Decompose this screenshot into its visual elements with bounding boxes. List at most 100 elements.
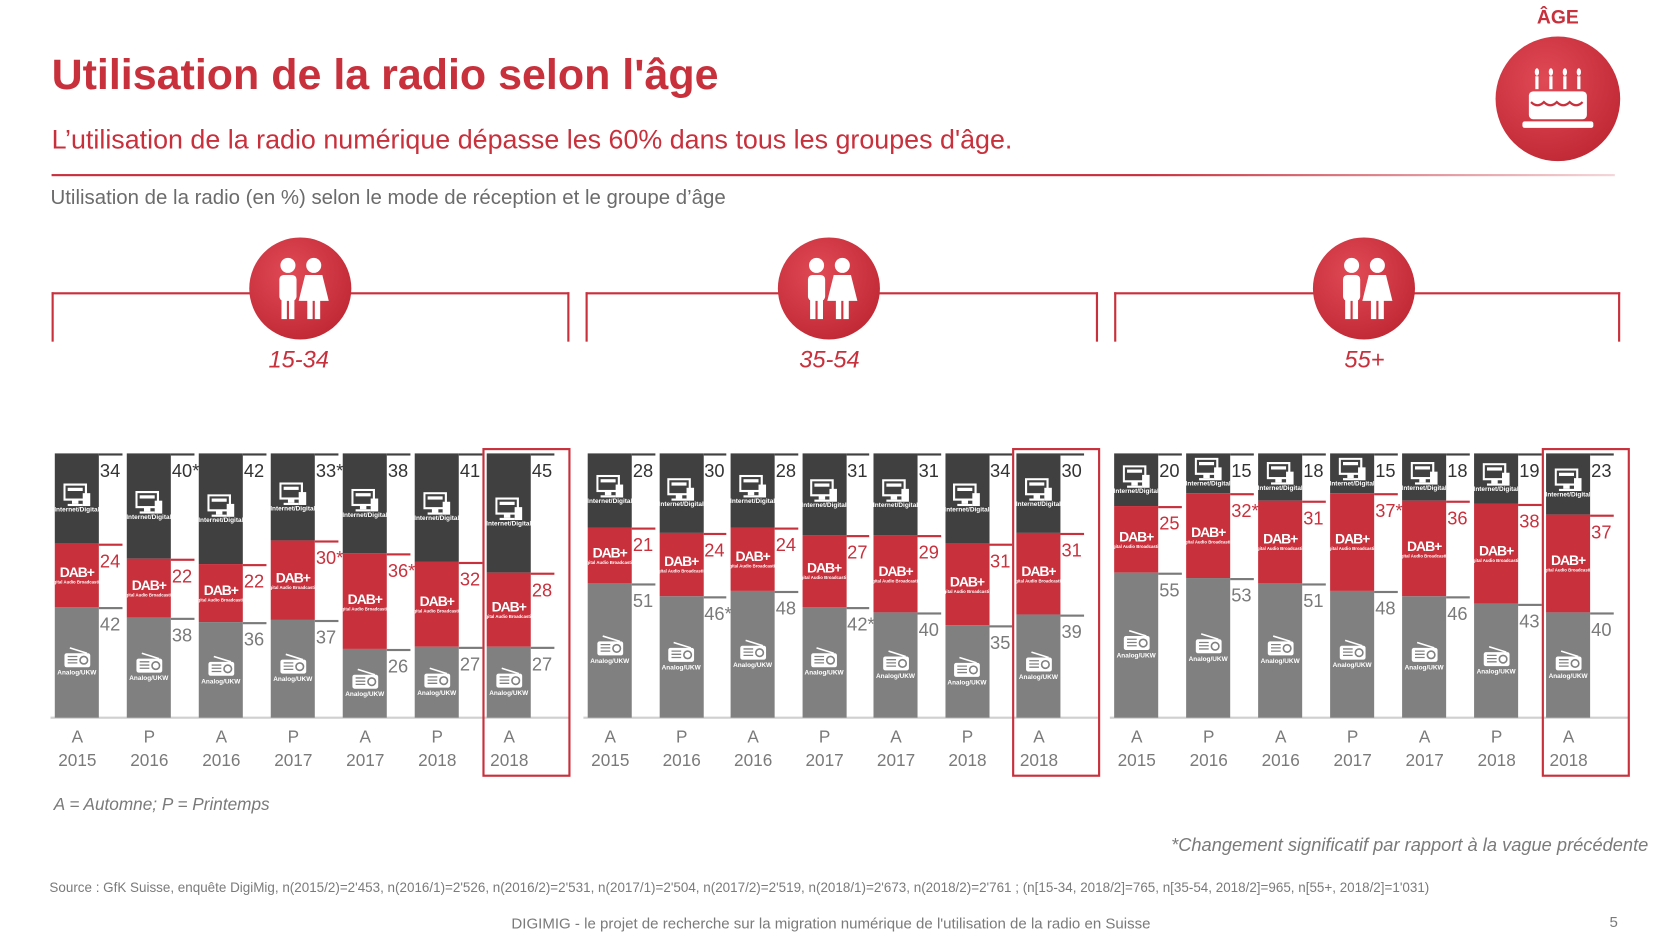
analog-value-label: 53: [1231, 585, 1252, 606]
analog-label: Analog/UKW: [489, 690, 529, 698]
dab-sublabel: Digital Audio Broadcasting: [588, 559, 632, 565]
analog-value-label: 42: [99, 614, 121, 635]
internet-value-label: 19: [1519, 460, 1540, 482]
internet-segment: Internet/Digital: [802, 453, 847, 536]
internet-segment: Internet/Digital: [873, 453, 918, 536]
analog-value-label: 43: [1519, 611, 1540, 632]
analog-value-label: 27: [531, 653, 553, 675]
radio-icon: [135, 652, 163, 676]
internet-value-label: 30: [704, 460, 725, 482]
analog-segment: Analog/UKW: [1016, 614, 1061, 718]
internet-label: Internet/Digital: [342, 512, 387, 519]
dab-sublabel: Digital Audio Broadcasting: [1114, 543, 1158, 549]
analog-label: Analog/UKW: [1116, 653, 1156, 661]
dab-sublabel: Digital Audio Broadcasting: [415, 608, 459, 614]
analog-value-label: 39: [1061, 622, 1082, 643]
x-tick-year: 2016: [1261, 752, 1300, 771]
x-tick-year: 2017: [805, 752, 844, 771]
analog-label: Analog/UKW: [201, 678, 241, 686]
dab-logo: DAB+: [419, 593, 455, 610]
analog-value-label: 36: [243, 630, 265, 651]
analog-label: Analog/UKW: [345, 691, 385, 699]
analog-value-label: 38: [171, 624, 193, 646]
analog-segment: Analog/UKW: [342, 648, 387, 718]
dab-value-line: [846, 535, 870, 538]
internet-label: Internet/Digital: [659, 501, 704, 509]
internet-segment: Internet/Digital: [1402, 453, 1447, 501]
radio-icon: [882, 650, 910, 674]
dab-value-label: 29: [918, 542, 939, 564]
dab-value-line: [1230, 493, 1254, 496]
page-title: Utilisation de la radio selon l'âge: [51, 51, 719, 99]
x-tick-year: 2018: [1019, 752, 1059, 771]
analog-label: Analog/UKW: [1476, 669, 1516, 676]
x-tick-year: 2015: [58, 752, 97, 771]
internet-value-line: [1302, 453, 1326, 456]
dab-sublabel: Digital Audio Broadcasting: [1546, 567, 1590, 573]
dab-sublabel: Digital Audio Broadcasting: [199, 597, 243, 604]
birthday-cake-icon: [1495, 36, 1621, 162]
dab-value-line: [458, 561, 483, 564]
radio-icon: [1122, 630, 1150, 654]
dab-value-label: 28: [531, 579, 553, 601]
internet-segment: Internet/Digital: [486, 453, 531, 573]
dab-value-label: 31: [990, 550, 1011, 572]
analog-value-line: [170, 617, 195, 620]
analog-label: Analog/UKW: [661, 665, 701, 672]
analog-value-label: 42*: [847, 614, 875, 635]
radio-icon: [953, 656, 981, 680]
dab-value-label: 27: [847, 542, 868, 564]
internet-segment: Internet/Digital: [126, 453, 171, 560]
x-tick-season: P: [961, 728, 974, 747]
internet-value-line: [1446, 453, 1470, 456]
dab-logo: DAB+: [131, 577, 167, 594]
dab-logo: DAB+: [1479, 543, 1514, 560]
dab-value-label: 36*: [387, 561, 416, 582]
dab-logo: DAB+: [592, 544, 628, 561]
x-tick-year: 2015: [591, 752, 630, 771]
internet-value-line: [1518, 453, 1542, 456]
analog-value-line: [988, 625, 1013, 628]
x-tick-year: 2016: [662, 752, 701, 771]
internet-value-line: [1590, 453, 1614, 456]
dab-segment: DAB+Digital Audio Broadcasting: [486, 572, 531, 647]
analog-segment: Analog/UKW: [1186, 577, 1231, 718]
dab-value-line: [917, 535, 941, 538]
internet-segment: Internet/Digital: [1016, 453, 1061, 533]
analog-label: Analog/UKW: [1332, 662, 1372, 670]
radio-icon: [1024, 651, 1052, 675]
analog-value-line: [631, 582, 655, 586]
dab-value-label: 24: [775, 534, 797, 556]
dab-logo: DAB+: [1119, 528, 1154, 545]
x-tick-season: A: [890, 728, 902, 747]
internet-segment: Internet/Digital: [342, 453, 387, 554]
dab-value-label: 36: [1447, 508, 1468, 529]
dab-logo: DAB+: [1335, 531, 1370, 548]
radio-icon: [1338, 639, 1366, 663]
dab-value-line: [98, 543, 123, 546]
internet-segment: Internet/Digital: [270, 453, 315, 541]
dab-value-label: 22: [171, 566, 193, 588]
x-tick-year: 2016: [734, 752, 773, 771]
radio-icon: [810, 647, 838, 671]
highlight-box: [1012, 448, 1100, 777]
internet-segment: Internet/Digital: [1186, 453, 1231, 494]
dab-value-label: 37*: [1375, 500, 1403, 521]
dab-segment: DAB+Digital Audio Broadcasting: [198, 564, 243, 623]
group-label: 15-34: [268, 345, 329, 373]
internet-segment: Internet/Digital: [198, 453, 243, 565]
analog-segment: Analog/UKW: [1330, 590, 1375, 718]
dab-logo: DAB+: [1021, 562, 1056, 580]
internet-label: Internet/Digital: [54, 506, 99, 514]
dab-logo: DAB+: [735, 548, 771, 565]
internet-value-label: 18: [1447, 460, 1468, 482]
radio-icon: [279, 654, 307, 678]
x-tick-year: 2018: [490, 752, 529, 771]
dab-value-line: [1060, 532, 1084, 535]
dab-value-line: [774, 527, 798, 530]
radio-icon: [1410, 642, 1438, 666]
highlight-box: [482, 448, 571, 777]
x-tick-year: 2016: [202, 752, 241, 771]
dab-segment: DAB+Digital Audio Broadcasting: [587, 527, 632, 583]
season-legend: A = Automne; P = Printemps: [53, 796, 270, 815]
